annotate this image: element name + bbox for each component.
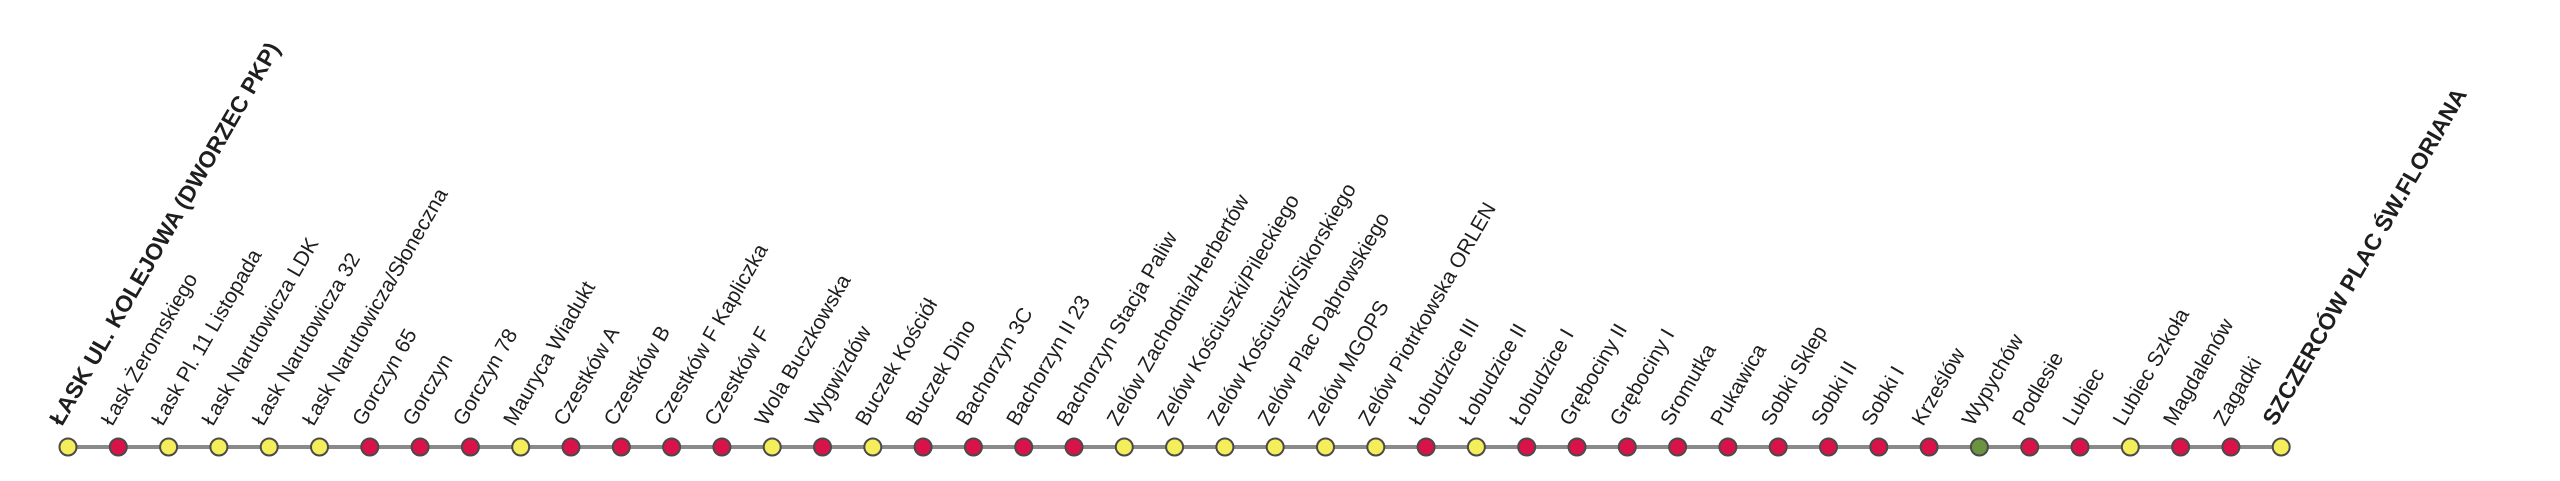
stop-marker-on-request: [2221, 437, 2241, 457]
stop-marker-on-request: [2070, 437, 2090, 457]
stop-marker-on-request: [1819, 437, 1838, 457]
stop-marker-on-request: [1668, 437, 1688, 457]
stop-marker-normal: [2120, 437, 2140, 457]
stop-marker-on-request: [662, 437, 682, 457]
stop-marker-on-request: [410, 437, 430, 457]
stop-marker-on-request: [108, 437, 128, 457]
stop: Lubiec: [2058, 364, 2109, 457]
stop: Sobki II: [1807, 357, 1862, 457]
stop: SZCZERCÓW PLAC ŚW.FLORIANA: [2256, 83, 2472, 457]
stop-marker-normal: [1466, 437, 1486, 457]
stop-label: Sobki I: [1857, 362, 1909, 429]
stop-marker-on-request: [813, 437, 832, 457]
stop-marker-normal: [310, 437, 329, 457]
stop-marker-normal: [1366, 437, 1386, 457]
stop-marker-on-request: [1919, 437, 1939, 457]
stop: Podlesie: [2008, 348, 2068, 457]
stop-label: Mauryca Wiadukt: [499, 277, 600, 429]
stop-marker-on-request: [1517, 437, 1537, 457]
stop-marker-on-request: [1567, 437, 1587, 457]
stop-marker-normal: [209, 437, 229, 457]
stop-marker-on-request: [1014, 437, 1034, 457]
stop-marker-on-request: [1768, 437, 1788, 457]
stop-marker-normal: [863, 437, 883, 457]
stop: Krześlów: [1908, 344, 1970, 457]
stop: Sobki I: [1857, 362, 1909, 457]
stop-marker-on-request: [611, 437, 631, 457]
stop-marker-on-request: [360, 437, 380, 457]
stop: Wypychów: [1958, 330, 2029, 457]
stop-marker-on-request: [712, 437, 732, 457]
stop-marker-normal: [1165, 437, 1185, 457]
stop-marker-normal: [2271, 437, 2291, 457]
terminal-stop-label: SZCZERCÓW PLAC ŚW.FLORIANA: [2256, 83, 2472, 430]
stop-marker-normal: [762, 437, 782, 457]
stops-layer: ŁASK UL. KOLEJOWA (DWORZEC PKP)Łask Żero…: [44, 38, 2472, 457]
stop: Gorczyn: [399, 350, 458, 457]
stop-marker-on-request: [460, 437, 480, 457]
stop-label: Lubiec: [2058, 364, 2109, 429]
stop-marker-on-request: [1617, 437, 1637, 457]
stop: Sobki Sklep: [1757, 322, 1832, 457]
stop-marker-normal: [1114, 437, 1134, 457]
stop-marker-normal: [1215, 437, 1235, 457]
stop-marker-on-request: [2020, 437, 2040, 457]
stop: Gorczyn 78: [449, 325, 522, 457]
stop: Zagadki: [2209, 353, 2267, 457]
stop-marker-normal: [259, 437, 279, 457]
stop-marker-on-request: [1869, 437, 1889, 457]
stop-marker-on-request: [913, 437, 933, 457]
stop-marker-normal: [159, 437, 179, 457]
stop-marker-on-request: [2171, 437, 2191, 457]
stop-marker-normal: [511, 437, 531, 457]
stop-marker-normal: [1316, 437, 1335, 457]
stop-marker-normal: [58, 437, 78, 457]
stop-marker-on-request: [1416, 437, 1436, 457]
stop-marker-on-request: [963, 437, 983, 457]
stop-label: Sobki II: [1807, 357, 1862, 429]
stop-marker-normal: [1265, 437, 1285, 457]
stop-marker-on-request: [561, 437, 581, 457]
stop-marker-on-request: [1718, 437, 1738, 457]
stop-marker-on-request: [1064, 437, 1084, 457]
stop-marker-special: [1969, 437, 1989, 457]
